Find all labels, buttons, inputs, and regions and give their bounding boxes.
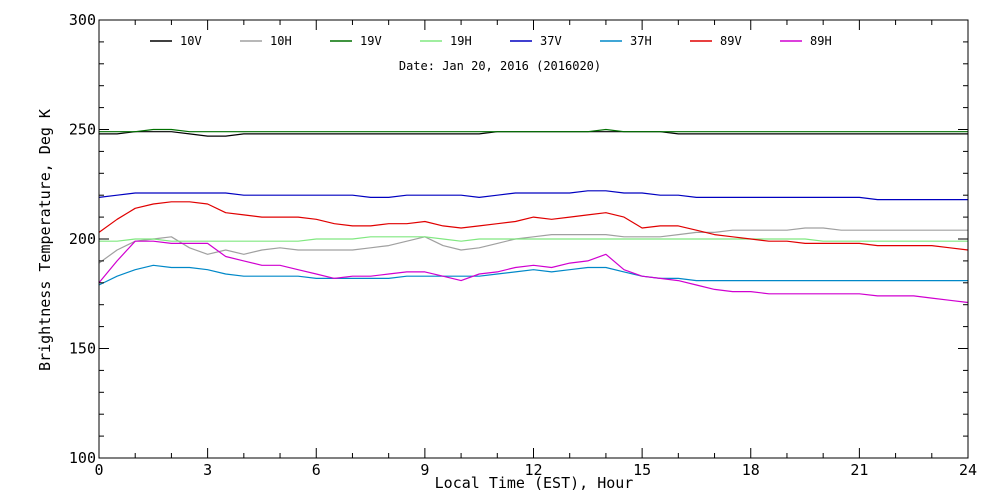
ticks-layer: 0 3 6 9 12 15 18 21 24 100 150 200 250 300	[69, 11, 977, 479]
x-tick-label: 21	[850, 461, 868, 479]
legend-item-89h: 89H	[780, 34, 832, 48]
x-tick-label: 18	[742, 461, 760, 479]
series-line-10v	[99, 131, 968, 137]
series-line-19v	[99, 128, 968, 133]
x-tick-label: 15	[633, 461, 651, 479]
legend-label: 37H	[630, 34, 652, 48]
x-tick-label: 3	[203, 461, 212, 479]
series-line-37h	[98, 264, 968, 286]
legend-label: 89H	[810, 34, 832, 48]
series-line-89v	[98, 201, 969, 251]
legend: 10V 10H 19V 19H 37V 37H 89V 89H	[150, 34, 832, 48]
series-line-37v	[98, 190, 968, 201]
series-line-89h	[98, 240, 969, 304]
x-tick-label: 9	[420, 461, 429, 479]
legend-item-10h: 10H	[240, 34, 292, 48]
y-axis-label: Brightness Temperature, Deg K	[36, 109, 54, 371]
legend-item-37h: 37H	[600, 34, 652, 48]
legend-label: 89V	[720, 34, 742, 48]
legend-label: 10H	[270, 34, 292, 48]
series-layer	[98, 128, 969, 304]
x-tick-label: 0	[94, 461, 103, 479]
y-tick-label: 250	[69, 121, 96, 139]
legend-label: 10V	[180, 34, 202, 48]
date-annotation: Date: Jan 20, 2016 (2016020)	[399, 59, 601, 73]
y-tick-label: 100	[69, 449, 96, 467]
series-line-10h	[98, 227, 968, 264]
legend-item-10v: 10V	[150, 34, 202, 48]
legend-item-19h: 19H	[420, 34, 472, 48]
x-tick-label: 24	[959, 461, 977, 479]
y-tick-label: 150	[69, 340, 96, 358]
y-tick-label: 200	[69, 230, 96, 248]
legend-label: 19V	[360, 34, 382, 48]
legend-item-37v: 37V	[510, 34, 562, 48]
legend-label: 37V	[540, 34, 562, 48]
legend-item-89v: 89V	[690, 34, 742, 48]
legend-label: 19H	[450, 34, 472, 48]
x-tick-label: 12	[524, 461, 542, 479]
y-tick-label: 300	[69, 11, 96, 29]
x-tick-label: 6	[312, 461, 321, 479]
x-axis-label: Local Time (EST), Hour	[435, 474, 634, 492]
legend-item-19v: 19V	[330, 34, 382, 48]
series-line-19h	[99, 236, 968, 242]
